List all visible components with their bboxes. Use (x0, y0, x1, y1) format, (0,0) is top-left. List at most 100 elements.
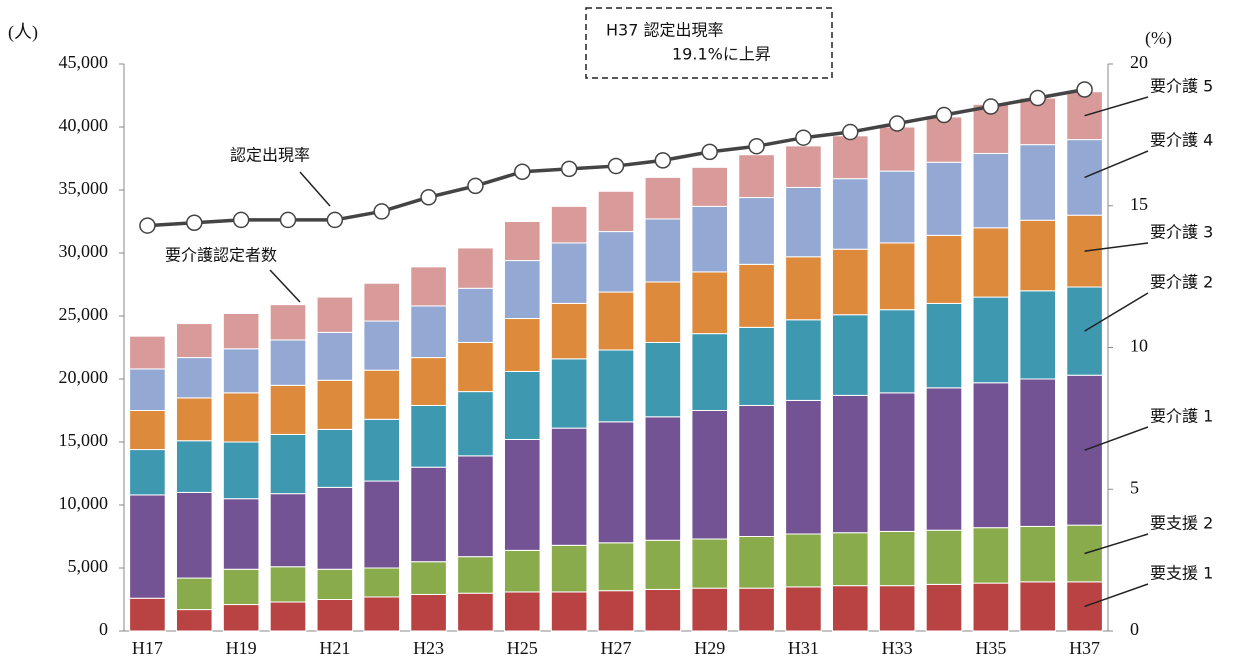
leader-line (1084, 533, 1149, 555)
line-marker (560, 160, 578, 178)
x-tick-label: H25 (507, 638, 538, 658)
line-marker (139, 217, 156, 234)
bar-segment (785, 586, 822, 632)
callout-line: H37 認定出現率 (606, 21, 723, 40)
bar-segment (1066, 139, 1103, 216)
line-marker (232, 211, 250, 229)
bar-segment (410, 404, 447, 468)
bar-segment (1019, 290, 1057, 380)
bar-segment (269, 304, 307, 341)
bar-segment (691, 410, 729, 540)
bar-segment (129, 597, 166, 632)
bar-annotation: 要介護認定者数 (165, 246, 277, 265)
bar-segment (785, 145, 822, 188)
bar-segment (597, 349, 635, 423)
bar-segment (831, 135, 869, 180)
bar-segment (597, 421, 635, 544)
y2-tick-label: 15 (1130, 194, 1148, 214)
bar-segment (831, 178, 869, 250)
line-marker (514, 163, 531, 180)
bar-segment (457, 455, 494, 558)
bar-segment (738, 197, 775, 265)
y2-tick-label: 20 (1130, 52, 1148, 72)
bar-segment (925, 529, 963, 585)
bar-segment (972, 582, 1010, 632)
bar-segment (550, 427, 588, 546)
bar-segment (644, 416, 682, 541)
bar-segment (785, 256, 822, 321)
bar-segment (597, 190, 635, 233)
bar-segment (925, 387, 963, 531)
y2-axis-label: (%) (1145, 28, 1172, 49)
line-marker (326, 211, 344, 229)
bar-segment (316, 296, 354, 333)
bar-segment (129, 410, 166, 451)
bar-segment (785, 186, 822, 258)
bar-segment (972, 527, 1010, 584)
bar-segment (878, 585, 916, 632)
bar-segment (785, 399, 822, 535)
bar-segment (503, 260, 541, 320)
y2-tick-label: 0 (1130, 619, 1139, 639)
callout-box (585, 7, 833, 79)
legend-label: 要介護 5 (1150, 77, 1213, 96)
legend-label: 要支援 2 (1150, 514, 1213, 533)
bar-segment (550, 544, 588, 593)
bar-segment (597, 291, 635, 351)
line-marker (842, 123, 859, 141)
bar-segment (410, 466, 447, 563)
y-tick-label: 20,000 (59, 367, 109, 387)
bar-segment (410, 305, 447, 359)
bar-segment (738, 587, 775, 632)
legend-label: 要介護 4 (1150, 131, 1213, 150)
bar-segment (691, 333, 729, 412)
leader-line (1084, 96, 1149, 117)
bar-segment (503, 549, 541, 593)
line-marker (467, 177, 484, 195)
y-tick-label: 35,000 (59, 178, 109, 198)
bar-segment (691, 538, 729, 589)
bar-segment (691, 587, 729, 632)
bar-segment (269, 433, 307, 495)
bar-segment (972, 296, 1010, 384)
bar-segment (597, 542, 635, 592)
bar-segment (222, 348, 260, 394)
bar-segment (175, 609, 213, 632)
bar-segment (878, 126, 916, 172)
x-tick-label: H21 (319, 638, 350, 658)
y-tick-label: 10,000 (59, 493, 109, 513)
line-marker (607, 157, 625, 175)
bar-segment (878, 170, 916, 244)
line-marker (1076, 81, 1093, 98)
bar-segment (738, 263, 775, 328)
bar-segment (925, 583, 963, 632)
line-marker (748, 137, 765, 155)
leader-line (1084, 150, 1149, 179)
bar-segment (269, 601, 307, 632)
bar-segment (1019, 219, 1057, 292)
bar-segment (550, 358, 588, 429)
bar-segment (222, 312, 260, 350)
bar-segment (738, 536, 775, 589)
leader-line (1084, 426, 1149, 451)
leader-line (299, 171, 331, 207)
line-marker (373, 203, 390, 220)
y-tick-label: 5,000 (68, 556, 109, 576)
line-marker (888, 115, 906, 132)
bar-segment (831, 394, 869, 534)
y-tick-label: 45,000 (59, 52, 109, 72)
bar-segment (785, 319, 822, 401)
bar-segment (316, 568, 354, 601)
bar-segment (644, 341, 682, 418)
bar-segment (691, 205, 729, 273)
bar-segment (175, 491, 213, 579)
bar-segment (878, 530, 916, 587)
bar-segment (597, 590, 635, 632)
line-label: 認定出現率 (230, 146, 310, 165)
line-marker (982, 98, 1000, 115)
bar-segment (457, 592, 494, 632)
legend-label: 要介護 1 (1150, 407, 1213, 426)
bar-segment (831, 585, 869, 632)
bar-segment (129, 494, 166, 599)
bar-segment (410, 266, 447, 307)
